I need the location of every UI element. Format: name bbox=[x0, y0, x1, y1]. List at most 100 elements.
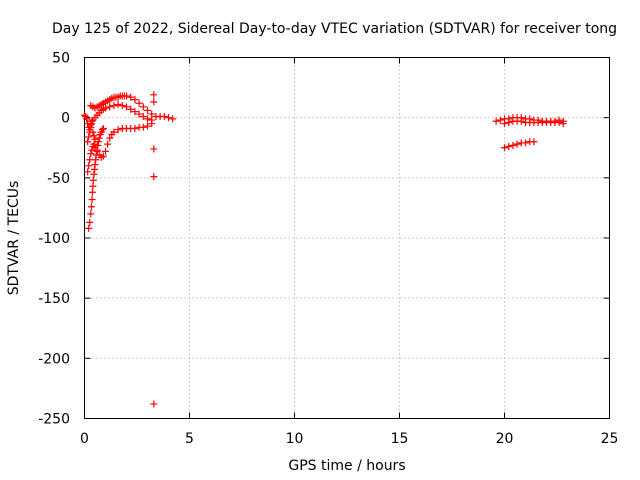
data-point bbox=[148, 110, 156, 118]
data-point bbox=[150, 173, 158, 181]
data-point bbox=[83, 115, 91, 123]
data-point bbox=[89, 176, 97, 184]
data-point bbox=[139, 103, 147, 111]
data-point bbox=[131, 96, 139, 104]
data-point bbox=[139, 123, 147, 131]
data-point bbox=[496, 116, 504, 124]
data-point bbox=[93, 147, 101, 155]
x-tick-label: 15 bbox=[391, 431, 409, 447]
data-point bbox=[501, 144, 508, 152]
data-point bbox=[148, 116, 156, 124]
data-point bbox=[139, 112, 147, 120]
y-tick-label: -50 bbox=[47, 171, 70, 187]
y-tick-label: -200 bbox=[38, 351, 70, 367]
data-point bbox=[84, 120, 92, 128]
chart-title: Day 125 of 2022, Sidereal Day-to-day VTE… bbox=[52, 21, 617, 37]
data-point bbox=[91, 135, 99, 143]
data-point bbox=[98, 126, 106, 134]
y-tick-label: 50 bbox=[52, 51, 70, 67]
data-point bbox=[89, 182, 97, 190]
data-point bbox=[88, 117, 96, 125]
data-point bbox=[86, 218, 94, 226]
y-tick-label: 0 bbox=[61, 111, 70, 127]
data-point bbox=[90, 170, 98, 178]
data-point bbox=[165, 114, 172, 122]
data-point bbox=[87, 210, 95, 218]
data-point bbox=[88, 188, 96, 196]
y-tick-label: -100 bbox=[38, 231, 70, 247]
data-point bbox=[104, 140, 112, 148]
data-point bbox=[88, 195, 96, 203]
data-points bbox=[81, 91, 567, 408]
data-point bbox=[84, 138, 92, 146]
data-point bbox=[127, 93, 135, 101]
data-point bbox=[127, 105, 135, 113]
series-early-upper-branch bbox=[84, 100, 156, 146]
series-early-top-branch bbox=[87, 92, 177, 123]
data-point bbox=[85, 162, 93, 170]
data-point bbox=[551, 117, 559, 125]
axis-ticks: 0 5 10 15 20 25 50 0 -50 -100 -150 -200 -250 bbox=[38, 51, 618, 448]
data-point bbox=[102, 147, 109, 155]
series-early-scattered bbox=[81, 91, 158, 408]
data-point bbox=[91, 161, 99, 169]
data-point bbox=[144, 122, 151, 130]
data-point bbox=[509, 141, 517, 149]
data-point bbox=[150, 98, 158, 106]
data-point bbox=[169, 115, 177, 123]
data-point bbox=[110, 128, 118, 136]
y-tick-label: -250 bbox=[38, 412, 70, 428]
data-point bbox=[102, 104, 109, 112]
data-point bbox=[90, 140, 98, 148]
x-tick-label: 0 bbox=[80, 431, 89, 447]
data-point bbox=[144, 115, 151, 123]
data-point bbox=[86, 156, 94, 164]
data-point bbox=[106, 103, 114, 111]
data-point bbox=[114, 100, 122, 108]
data-point bbox=[87, 150, 95, 158]
x-tick-label: 10 bbox=[286, 431, 304, 447]
data-point bbox=[91, 144, 99, 152]
x-axis-label: GPS time / hours bbox=[288, 458, 405, 474]
data-point bbox=[92, 156, 100, 164]
data-point bbox=[144, 106, 151, 114]
data-point bbox=[555, 116, 563, 124]
data-point bbox=[150, 400, 158, 408]
data-point bbox=[131, 124, 139, 132]
data-point bbox=[85, 133, 93, 141]
data-point bbox=[95, 134, 103, 142]
series-early-deep-branch bbox=[85, 124, 107, 232]
data-point bbox=[135, 99, 143, 107]
data-point bbox=[513, 140, 521, 148]
data-point bbox=[135, 110, 143, 118]
data-point bbox=[123, 92, 130, 100]
grid bbox=[84, 57, 610, 419]
data-point bbox=[505, 118, 513, 126]
data-point bbox=[110, 102, 118, 110]
x-tick-label: 20 bbox=[496, 431, 514, 447]
data-point bbox=[84, 168, 92, 176]
data-point bbox=[505, 143, 513, 151]
plot-frame bbox=[84, 57, 610, 419]
data-point bbox=[547, 118, 555, 126]
data-point bbox=[99, 152, 107, 160]
data-point bbox=[123, 103, 130, 111]
data-point bbox=[522, 139, 529, 147]
x-tick-label: 25 bbox=[601, 431, 619, 447]
data-point bbox=[150, 145, 158, 153]
data-point bbox=[559, 117, 567, 125]
y-tick-label: -150 bbox=[38, 291, 70, 307]
data-point bbox=[85, 224, 93, 232]
data-point bbox=[99, 124, 107, 132]
data-point bbox=[131, 108, 139, 116]
x-tick-label: 5 bbox=[185, 431, 194, 447]
series-late-secondary-branch bbox=[501, 116, 567, 128]
data-point bbox=[150, 91, 158, 99]
data-point bbox=[90, 132, 98, 140]
data-point bbox=[118, 102, 126, 110]
data-point bbox=[106, 134, 114, 142]
y-axis-label: SDTVAR / TECUs bbox=[6, 181, 22, 296]
data-point bbox=[501, 120, 508, 128]
data-point bbox=[160, 112, 168, 120]
